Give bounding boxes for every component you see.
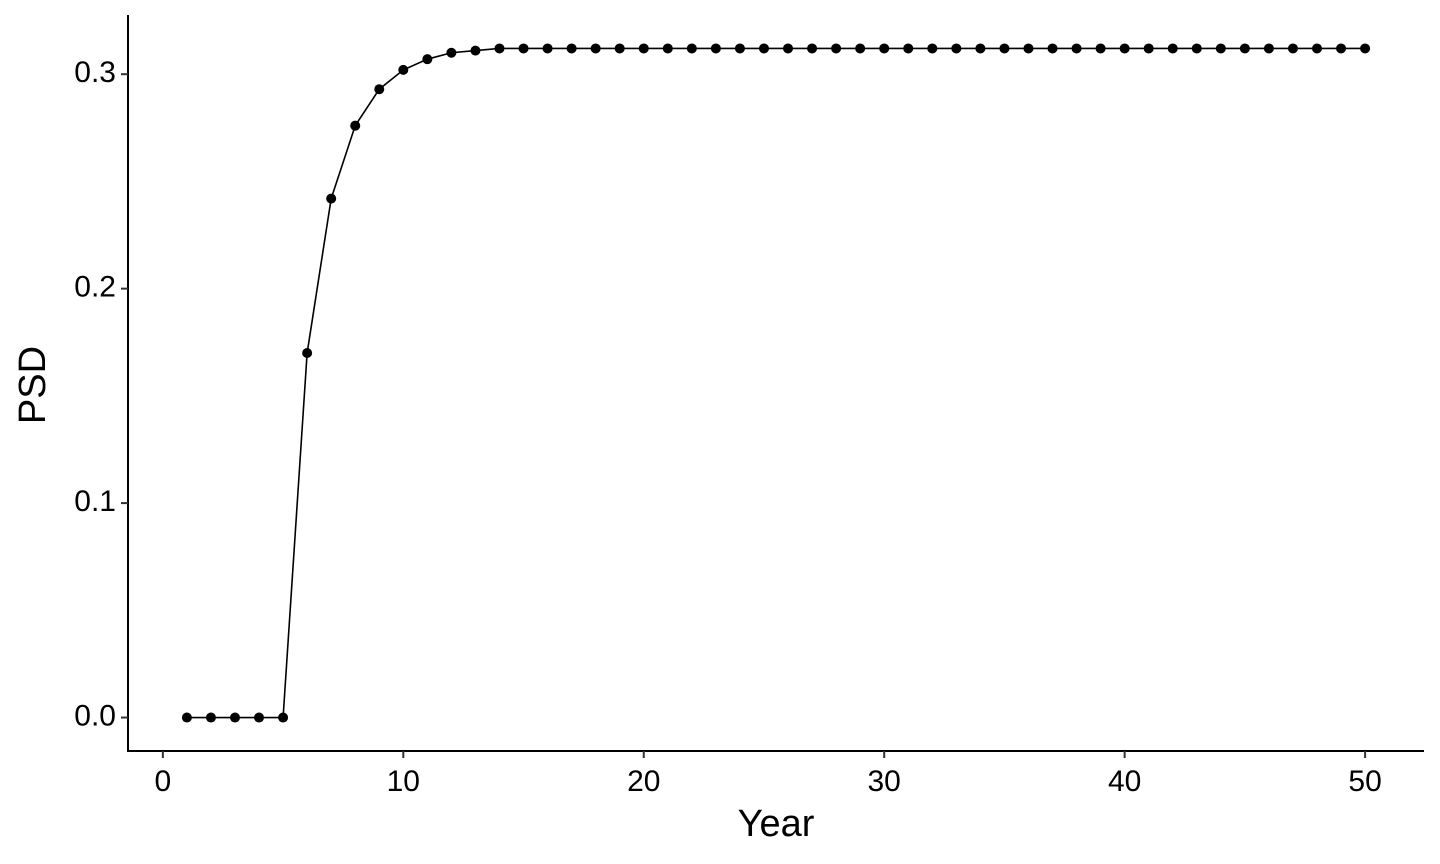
point [374,84,385,95]
y-axis-title: PSD [12,346,54,424]
point [1336,43,1347,54]
point [302,347,313,358]
point [734,43,745,54]
point [398,64,409,75]
y-tick-label: 0.2 [74,271,116,304]
point [638,43,649,54]
point [686,43,697,54]
point [181,712,192,723]
point [1312,43,1323,54]
x-tick-label: 50 [1348,765,1381,798]
point [951,43,962,54]
point [229,712,240,723]
point [903,43,914,54]
line [186,47,1366,719]
point [205,712,216,723]
point [350,120,361,131]
point [614,43,625,54]
point [1191,43,1202,54]
point [927,43,938,54]
point [1360,43,1371,54]
point [1287,43,1298,54]
y-tick-label: 0.1 [74,485,116,518]
point [1047,43,1058,54]
point [807,43,818,54]
point [446,47,457,58]
point [975,43,986,54]
point [1023,43,1034,54]
point [590,43,601,54]
point [326,193,337,204]
point [1095,43,1106,54]
point [1263,43,1274,54]
point [999,43,1010,54]
point [1143,43,1154,54]
point [1215,43,1226,54]
x-tick-label: 0 [155,765,172,798]
point [422,54,433,65]
point [518,43,529,54]
point [566,43,577,54]
point [855,43,866,54]
point [783,43,794,54]
point [1119,43,1130,54]
x-tick-label: 30 [868,765,901,798]
y-tick-label: 0.3 [74,56,116,89]
point [710,43,721,54]
x-tick-label: 10 [387,765,420,798]
point [1239,43,1250,54]
point [1167,43,1178,54]
x-tick-label: 40 [1108,765,1141,798]
x-tick-label: 20 [627,765,660,798]
y-tick-label: 0.0 [74,699,116,732]
point [879,43,890,54]
point [831,43,842,54]
point [470,45,481,56]
point [254,712,265,723]
point [758,43,769,54]
point [278,712,289,723]
point [1071,43,1082,54]
point [494,43,505,54]
point [542,43,553,54]
point [662,43,673,54]
x-axis-title: Year [738,803,815,845]
